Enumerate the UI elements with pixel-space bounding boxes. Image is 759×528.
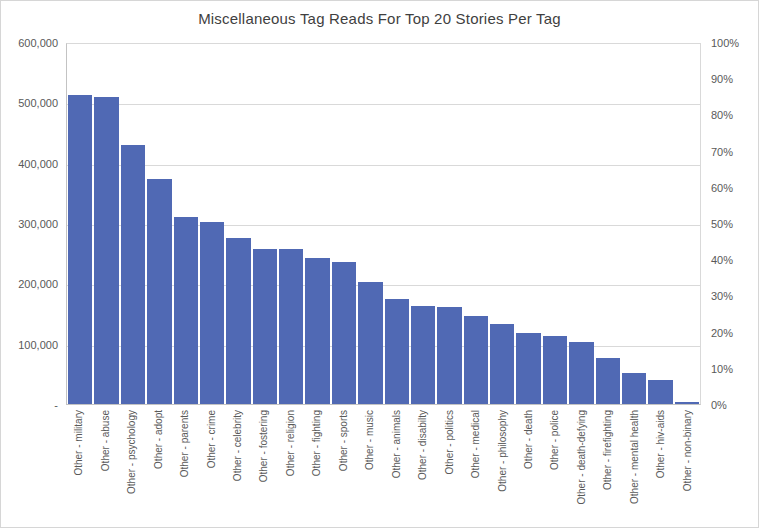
bar [516,333,540,404]
category-axis-label: Other - crime [206,410,218,468]
category-axis-label: Other - abuse [100,410,112,471]
category-axis-label: Other - disabilty [417,410,429,480]
category-axis-label: Other - parents [179,410,191,477]
category-axis-label: Other - death [523,410,535,469]
bar-chart: Miscellaneous Tag Reads For Top 20 Stori… [0,0,759,528]
category-axis-label: Other - firefighting [602,410,614,490]
right-axis-tick-label: 60% [711,181,733,195]
bar [543,336,567,404]
bar [121,145,145,404]
left-axis-tick-label: 600,000 [1,36,58,50]
bar [147,179,171,404]
bar [411,306,435,404]
category-axis-label: Other - psychology [126,410,138,494]
left-axis-tick-label: 100,000 [1,338,58,352]
left-axis-tick-label: 300,000 [1,217,58,231]
bar [385,299,409,404]
bar [437,307,461,404]
bar-series [67,44,700,404]
left-axis-tick-label: - [1,398,58,412]
category-axis-label: Other - sports [338,410,350,471]
bar [648,380,672,404]
right-axis-tick-label: 10% [711,362,733,376]
right-axis-tick-label: 80% [711,108,733,122]
category-axis-label: Other - military [73,410,85,476]
left-axis-tick-label: 500,000 [1,96,58,110]
right-axis-tick-label: 50% [711,217,733,231]
right-axis-tick-label: 30% [711,289,733,303]
category-axis-label: Other - fostering [258,410,270,482]
bar [622,373,646,404]
bar [569,342,593,404]
right-axis-tick-label: 70% [711,145,733,159]
bar [68,95,92,404]
category-axis-label: Other - religion [285,410,297,476]
bar [253,249,277,404]
bar [94,97,118,404]
bar [490,324,514,404]
bar [174,217,198,404]
bar [279,249,303,404]
category-axis-label: Other - medical [470,410,482,478]
right-axis-tick-label: 40% [711,253,733,267]
bar [675,402,699,404]
category-axis-label: Other - fighting [311,410,323,476]
bar [596,358,620,404]
bar [332,262,356,404]
bar [358,282,382,404]
plot-area [66,43,701,405]
category-axis-label: Other - hiv-aids [655,410,667,478]
category-axis-label: Other - mental health [629,410,641,504]
right-axis-tick-label: 100% [711,36,739,50]
left-axis-tick-label: 200,000 [1,277,58,291]
chart-title: Miscellaneous Tag Reads For Top 20 Stori… [1,10,758,27]
bar [464,316,488,404]
right-axis-tick-label: 0% [711,398,727,412]
bar [226,238,250,404]
category-axis-label: Other - music [364,410,376,470]
category-axis-label: Other - celebrity [232,410,244,481]
bar [200,222,224,404]
category-axis-label: Other - death-defying [576,410,588,505]
right-axis-tick-label: 20% [711,326,733,340]
category-axis-label: Other - philosophy [497,410,509,492]
category-axis-label: Other - animals [391,410,403,478]
category-axis-label: Other - politics [444,410,456,474]
right-axis-tick-label: 90% [711,72,733,86]
category-axis-label: Other - non-binary [682,410,694,491]
category-axis-label: Other - police [549,410,561,470]
category-axis-label: Other - adopt [153,410,165,469]
bar [305,258,329,404]
left-axis-tick-label: 400,000 [1,157,58,171]
